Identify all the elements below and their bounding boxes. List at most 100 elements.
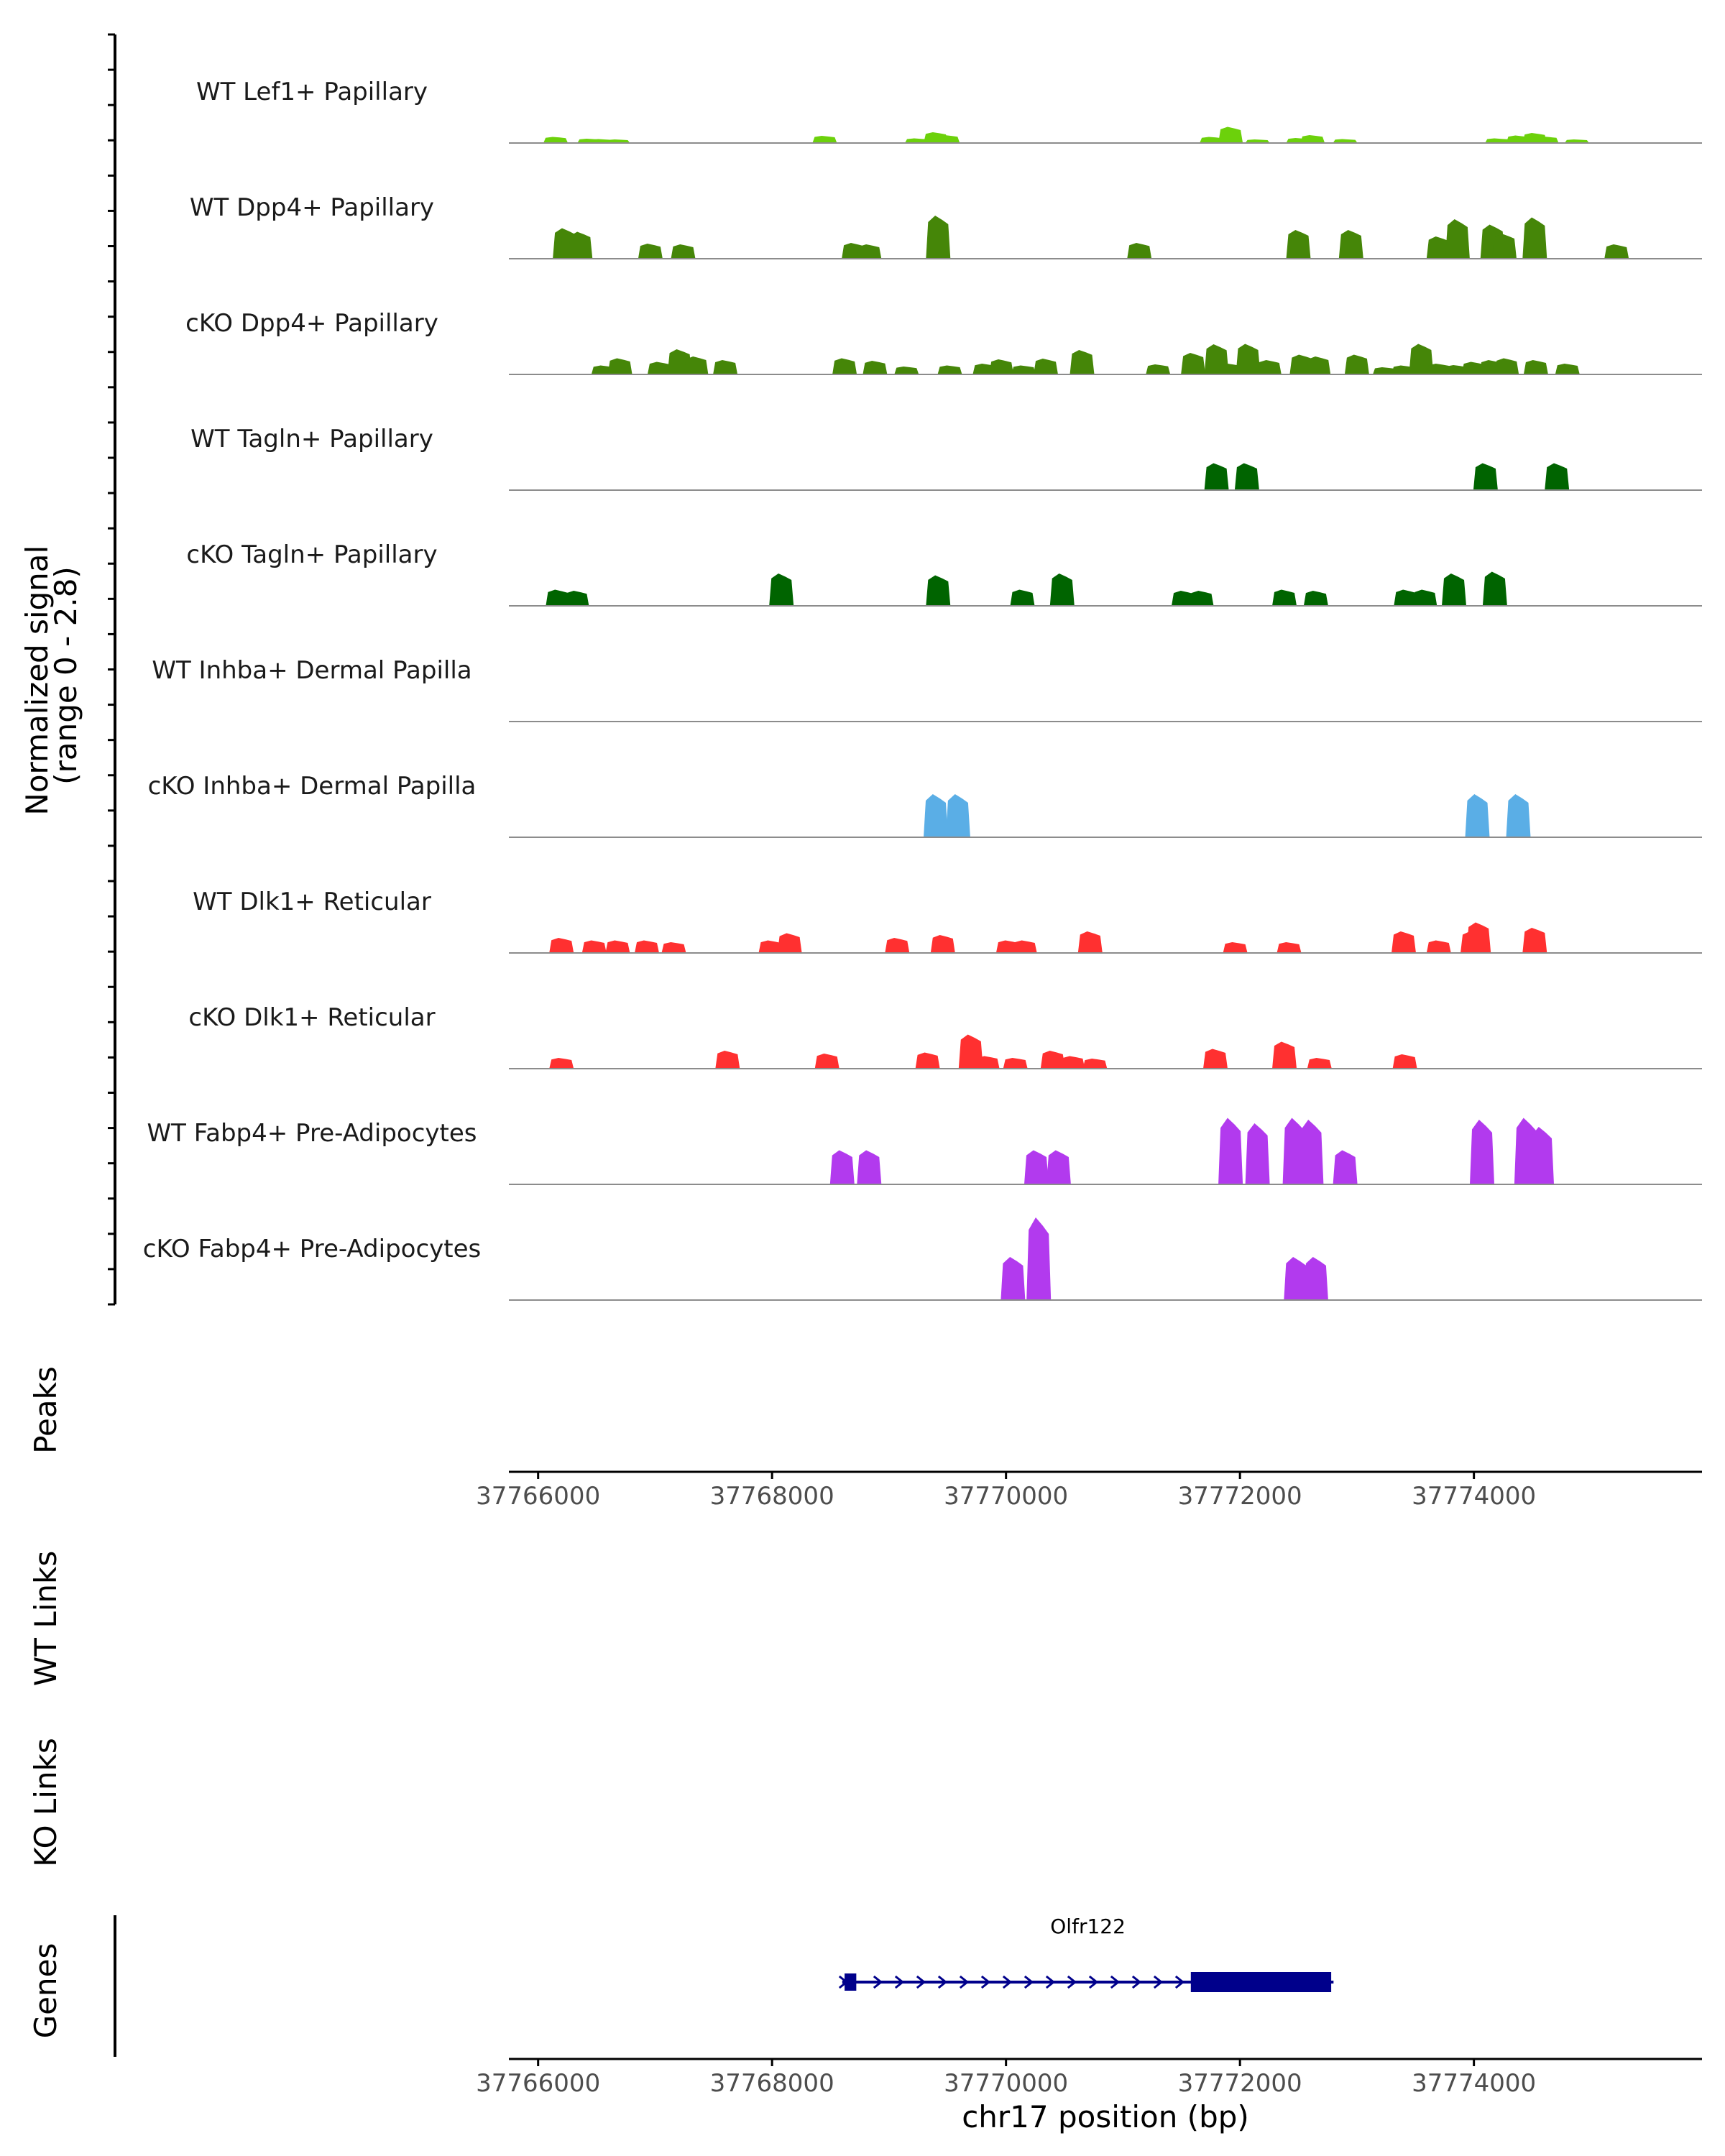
track-label: WT Tagln+ Papillary xyxy=(190,425,433,453)
strand-arrow xyxy=(1002,1975,1013,1989)
y-axis-ticks xyxy=(108,33,115,1306)
signal-peak xyxy=(1482,571,1507,606)
genes-track-label: Genes xyxy=(28,1943,63,2039)
strand-arrow xyxy=(1153,1975,1164,1989)
signal-peak xyxy=(671,244,696,259)
signal-peak xyxy=(1470,1120,1494,1184)
signal-peak xyxy=(1284,1257,1309,1300)
track-label: WT Inhba+ Dermal Papilla xyxy=(152,656,472,685)
signal-peak xyxy=(1046,1150,1071,1184)
signal-peak xyxy=(812,136,837,143)
signal-peak xyxy=(814,1054,840,1069)
signal-peak xyxy=(1200,137,1225,143)
track-3: cKO Dpp4+ Papillary xyxy=(185,309,1702,375)
signal-peak xyxy=(894,367,919,374)
signal-peak xyxy=(829,1150,855,1184)
strand-arrow xyxy=(1110,1975,1121,1989)
signal-peak xyxy=(1409,344,1434,374)
y-axis-label: Normalized signal (range 0 - 2.8) xyxy=(19,535,83,815)
signal-peak xyxy=(937,365,962,374)
signal-peak xyxy=(1276,942,1302,953)
signal-peak xyxy=(777,933,802,953)
signal-peak xyxy=(926,216,951,259)
signal-peak xyxy=(1307,1058,1332,1069)
track-9: cKO Dlk1+ Reticular xyxy=(188,1003,1702,1069)
track-10: WT Fabp4+ Pre-Adipocytes xyxy=(147,1118,1702,1185)
signal-peak xyxy=(1506,794,1531,837)
x-axis-title: chr17 position (bp) xyxy=(962,2099,1249,2134)
track-label: cKO Tagln+ Papillary xyxy=(186,540,437,569)
signal-peak xyxy=(1272,1041,1297,1069)
signal-peak xyxy=(857,244,882,259)
signal-peak xyxy=(1494,358,1519,374)
signal-peak xyxy=(1492,234,1517,259)
signal-peak xyxy=(1026,1217,1052,1300)
track-label: WT Dpp4+ Papillary xyxy=(190,193,434,222)
signal-peak xyxy=(684,356,709,374)
track-2: WT Dpp4+ Papillary xyxy=(190,193,1702,259)
signal-peak xyxy=(607,358,632,374)
signal-peak xyxy=(1545,463,1570,490)
signal-peak xyxy=(935,135,960,143)
gene-cds xyxy=(1190,1972,1332,1992)
signal-peak xyxy=(1394,589,1419,606)
signal-peak xyxy=(635,940,659,953)
signal-peak xyxy=(945,794,970,837)
signal-peak xyxy=(1338,230,1363,259)
signal-peak xyxy=(1181,353,1206,374)
signal-peak xyxy=(924,794,948,837)
signal-peak xyxy=(1485,138,1510,143)
signal-peak xyxy=(1189,591,1214,606)
signal-peak xyxy=(1070,350,1095,374)
signal-peak xyxy=(1473,463,1498,490)
track-label: cKO Dlk1+ Reticular xyxy=(188,1003,435,1032)
wt-links-track-label: WT Links xyxy=(28,1551,63,1686)
signal-peak xyxy=(930,935,955,953)
track-label: WT Fabp4+ Pre-Adipocytes xyxy=(147,1119,477,1148)
signal-peak xyxy=(715,1051,740,1069)
track-4: WT Tagln+ Papillary xyxy=(190,425,1702,491)
genes-x-axis: 37766000 37768000 37770000 37772000 37774000 xyxy=(476,2058,1702,2098)
signal-peak xyxy=(862,361,888,374)
signal-peak xyxy=(1272,589,1297,606)
track-label: cKO Fabp4+ Pre-Adipocytes xyxy=(143,1235,482,1263)
strand-arrow xyxy=(1131,1975,1142,1989)
signal-peak xyxy=(1564,139,1589,143)
signal-peak xyxy=(1373,367,1397,374)
strand-arrow xyxy=(873,1975,883,1989)
strand-arrow xyxy=(1067,1975,1077,1989)
signal-peak xyxy=(1333,139,1358,143)
track-label: cKO Inhba+ Dermal Papilla xyxy=(148,772,477,801)
signal-peak xyxy=(605,940,630,953)
signal-peak xyxy=(1522,217,1547,259)
signal-peak xyxy=(1555,364,1580,374)
signal-peak xyxy=(1223,942,1248,953)
signal-peak xyxy=(857,1150,882,1184)
signal-peak xyxy=(1060,1056,1085,1069)
strand-arrow xyxy=(1024,1975,1034,1989)
signal-peak xyxy=(546,589,571,606)
signal-peak xyxy=(1392,1054,1417,1069)
coverage-y-axis: Normalized signal (range 0 - 2.8) xyxy=(19,33,116,1306)
signal-peak xyxy=(1333,1150,1358,1184)
gene-name-label: Olfr122 xyxy=(1050,1915,1126,1938)
genes-x-tick-label: 37770000 xyxy=(944,2069,1068,2098)
signal-peak xyxy=(1234,463,1259,490)
genes-x-tick-label: 37772000 xyxy=(1178,2069,1302,2098)
signal-peak xyxy=(926,575,951,606)
signal-peak xyxy=(1236,344,1261,374)
peaks-x-tick-label: 37768000 xyxy=(710,1482,834,1511)
signal-peak xyxy=(1218,126,1243,143)
signal-peak xyxy=(1534,137,1559,143)
signal-peak xyxy=(1011,365,1036,374)
track-6: WT Inhba+ Dermal Papilla xyxy=(152,656,1702,722)
track-7: cKO Inhba+ Dermal Papilla xyxy=(148,772,1702,838)
signal-peak xyxy=(605,139,630,143)
signal-peak xyxy=(1000,1257,1026,1300)
signal-peak xyxy=(975,1056,1000,1069)
signal-peak xyxy=(1299,1120,1324,1184)
signal-peak xyxy=(638,244,663,259)
track-1: WT Lef1+ Papillary xyxy=(196,78,1702,144)
signal-peak xyxy=(1465,794,1490,837)
